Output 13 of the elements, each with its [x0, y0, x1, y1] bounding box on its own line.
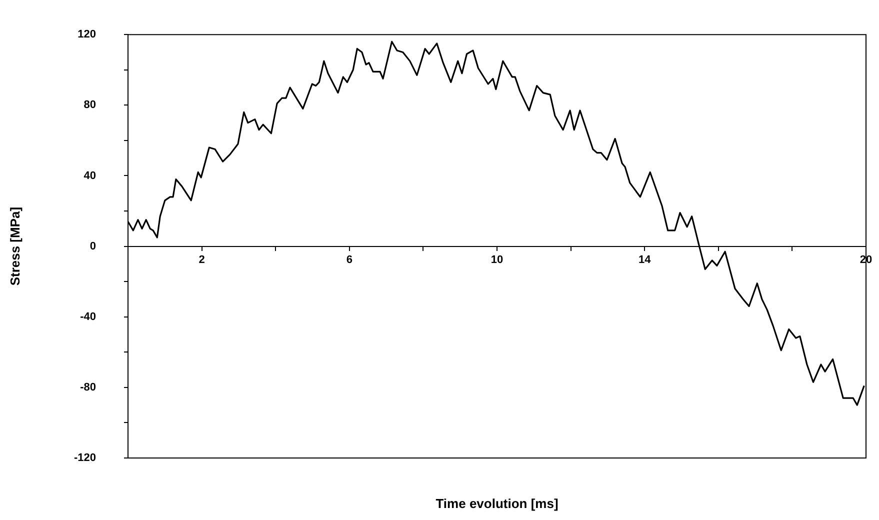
y-axis-title: Stress [MPa] — [7, 206, 22, 286]
y-tick-label: 0 — [90, 240, 96, 252]
x-tick-label: 2 — [198, 254, 205, 266]
y-tick-label: 80 — [84, 99, 96, 112]
x-axis-title: Time evolution [ms] — [434, 496, 560, 511]
y-tick-label: -120 — [74, 452, 96, 464]
y-tick-label: -80 — [80, 381, 96, 394]
y-tick-label: 120 — [78, 28, 96, 41]
x-tick-label: 10 — [490, 254, 504, 266]
x-tick-label: 6 — [346, 254, 352, 266]
y-tick-label: -40 — [80, 310, 96, 323]
y-tick-label: 40 — [84, 170, 96, 182]
x-tick-label: 14 — [638, 254, 652, 266]
